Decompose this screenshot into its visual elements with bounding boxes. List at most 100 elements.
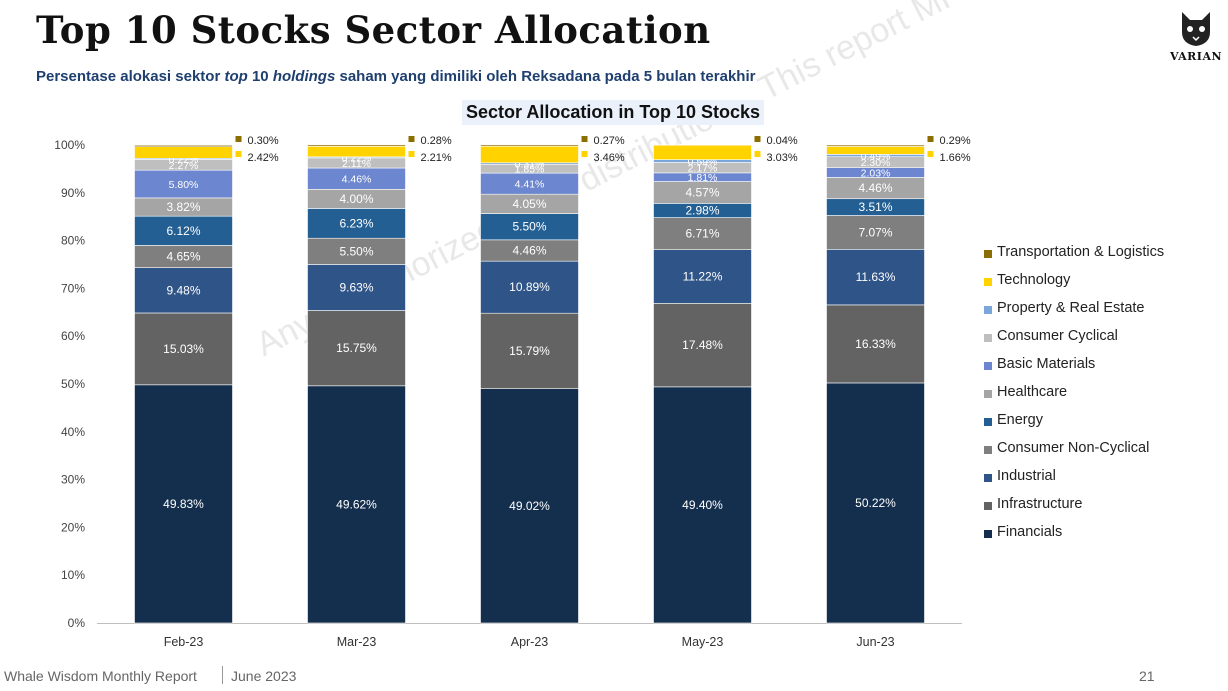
legend-label: Technology	[997, 272, 1071, 288]
data-label: 2.98%	[685, 203, 719, 217]
footer-date: June 2023	[231, 668, 297, 684]
bar-segment	[307, 385, 406, 624]
bar-segment	[653, 249, 752, 304]
bar-segment	[134, 215, 233, 246]
subtitle-part-1: Persentase alokasi sektor	[36, 68, 225, 85]
legend-swatch	[984, 390, 992, 398]
data-label: 11.22%	[683, 269, 723, 283]
bar-segment	[307, 310, 406, 387]
data-label: 11.63%	[856, 270, 896, 284]
legend-label: Energy	[997, 412, 1043, 428]
bar-segment	[480, 145, 579, 164]
data-label: 15.79%	[509, 344, 550, 358]
bar-segment	[826, 382, 925, 624]
data-label: 49.83%	[163, 497, 204, 511]
data-label: 2.42%	[248, 152, 279, 164]
legend-label: Consumer Cyclical	[997, 328, 1118, 344]
bar-segment	[653, 144, 752, 160]
legend-swatch	[984, 502, 992, 510]
bar-segment	[134, 384, 233, 624]
data-label: 3.82%	[166, 200, 200, 214]
data-label: 9.48%	[166, 283, 200, 297]
data-label: 5.50%	[512, 220, 546, 234]
data-label: 2.30%	[861, 157, 891, 169]
bar-segment	[826, 304, 925, 384]
legend-swatch	[984, 418, 992, 426]
data-label: 5.50%	[339, 244, 373, 258]
legend-swatch	[984, 530, 992, 538]
x-tick-label: Feb-23	[164, 635, 204, 649]
data-label: 9.63%	[339, 281, 373, 295]
footer-report-name: Whale Wisdom Monthly Report	[4, 668, 197, 684]
bar-segment	[134, 146, 233, 159]
y-tick-label: 100%	[54, 138, 85, 152]
logo-text: VARIAN	[1169, 50, 1223, 63]
chart-title: Sector Allocation in Top 10 Stocks	[462, 100, 765, 125]
data-label: 6.71%	[685, 227, 719, 241]
bar-segment	[653, 303, 752, 388]
legend-label: Consumer Non-Cyclical	[997, 440, 1150, 456]
bar-segment	[307, 208, 406, 239]
data-label-marker	[927, 136, 934, 142]
bar-segment	[653, 386, 752, 624]
data-label: 0.29%	[940, 135, 971, 147]
stacked-bar-chart: 0% 10% 20% 30% 40% 50% 60% 70% 80% 90% 100% 49.83% 1…	[54, 135, 971, 649]
data-label-marker	[235, 136, 242, 142]
bar-segment	[134, 144, 233, 148]
data-label: 4.65%	[166, 250, 200, 264]
data-label: 1.66%	[940, 152, 971, 164]
data-label-marker	[754, 136, 761, 142]
data-label: 7.07%	[858, 225, 892, 239]
data-label: 15.03%	[163, 342, 204, 356]
data-label: 4.00%	[339, 192, 373, 206]
bar-segment	[480, 388, 579, 624]
bar-segment	[826, 144, 925, 147]
legend-label: Infrastructure	[997, 496, 1083, 512]
subtitle-part-2: top	[224, 68, 248, 85]
bar-segment	[826, 146, 925, 155]
y-tick-label: 70%	[61, 281, 85, 295]
bar-segment	[826, 215, 925, 250]
y-tick-label: 20%	[61, 520, 85, 534]
page-subtitle: Persentase alokasi sektor top 10 holding…	[36, 68, 755, 85]
subtitle-part-3: 10	[247, 68, 273, 85]
data-label-marker	[235, 151, 242, 157]
y-tick-label: 10%	[61, 568, 85, 582]
bar-segment	[480, 312, 579, 389]
legend-label: Property & Real Estate	[997, 300, 1145, 316]
data-label: 2.17%	[688, 163, 718, 175]
data-label: 3.46%	[594, 152, 625, 164]
x-tick-label: Jun-23	[856, 635, 894, 649]
bar-segment	[307, 237, 406, 265]
data-label: 15.75%	[336, 341, 377, 355]
y-tick-label: 80%	[61, 234, 85, 248]
data-label: 6.12%	[166, 224, 200, 238]
y-tick-label: 60%	[61, 329, 85, 343]
footer-divider	[222, 666, 223, 684]
x-tick-label: Mar-23	[337, 635, 377, 649]
data-label: 49.02%	[509, 499, 550, 513]
data-label-marker	[927, 151, 934, 157]
data-label-marker	[408, 136, 415, 142]
y-tick-label: 90%	[61, 186, 85, 200]
x-tick-label: May-23	[682, 635, 724, 649]
data-label: 3.03%	[767, 152, 798, 164]
subtitle-part-5: saham yang dimiliki oleh Reksadana pada …	[335, 68, 756, 85]
bar-segment	[307, 144, 406, 147]
data-label: 6.23%	[339, 216, 373, 230]
data-label: 1.85%	[515, 164, 545, 176]
legend-swatch	[984, 362, 992, 370]
bar-segment	[653, 217, 752, 250]
legend-label: Basic Materials	[997, 356, 1096, 372]
legend-swatch	[984, 446, 992, 454]
page-title: Top 10 Stocks Sector Allocation	[36, 8, 711, 52]
data-label-marker	[581, 151, 588, 157]
data-label: 5.80%	[169, 179, 199, 191]
cat-head-icon	[1182, 12, 1210, 46]
bar-segment	[480, 144, 579, 147]
data-label: 2.27%	[169, 160, 199, 172]
legend-swatch	[984, 250, 992, 258]
data-label-marker	[581, 136, 588, 142]
legend-swatch	[984, 306, 992, 314]
legend-swatch	[984, 278, 992, 286]
